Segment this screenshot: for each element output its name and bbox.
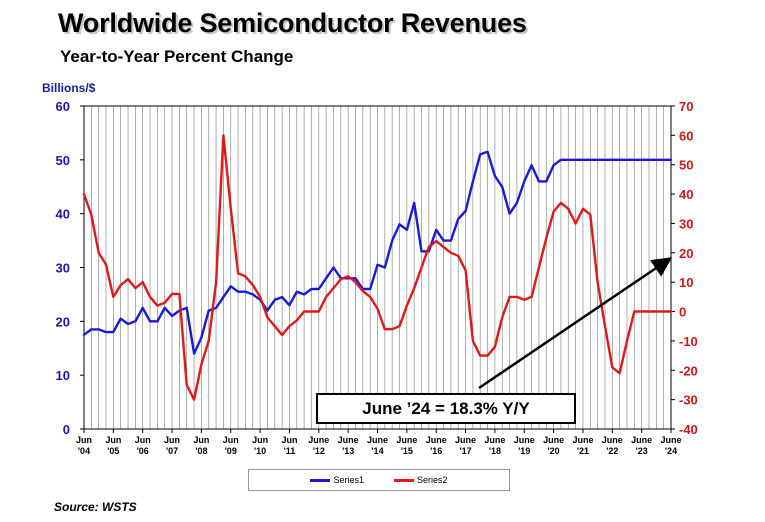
x-tick-label: '08 — [195, 446, 207, 456]
x-tick-label: Jun — [193, 435, 209, 445]
x-tick-label: '10 — [254, 446, 266, 456]
x-tick-label: June — [396, 435, 417, 445]
x-tick-label: June — [484, 435, 505, 445]
x-tick-label: '14 — [371, 446, 383, 456]
y2-tick-label: 70 — [679, 99, 693, 114]
x-tick-label: '11 — [284, 446, 296, 456]
x-tick-label: '05 — [107, 446, 119, 456]
x-tick-label: Jun — [164, 435, 180, 445]
x-tick-label: '06 — [137, 446, 149, 456]
series-line-series2 — [82, 134, 673, 401]
x-tick-label: Jun — [281, 435, 297, 445]
x-tick-label: '19 — [518, 446, 530, 456]
chart-title: Worldwide Semiconductor Revenues — [58, 8, 527, 38]
x-tick-label: '07 — [166, 446, 178, 456]
x-tick-label: '15 — [401, 446, 413, 456]
y-tick-label: 50 — [56, 153, 70, 168]
x-tick-label: Jun — [223, 435, 239, 445]
x-tick-label: '20 — [548, 446, 560, 456]
y-tick-label: 0 — [63, 422, 70, 437]
y-tick-label: 30 — [56, 261, 70, 276]
x-tick-label: June — [455, 435, 476, 445]
x-tick-label: '12 — [313, 446, 325, 456]
x-tick-label: Jun — [105, 435, 121, 445]
y2-tick-label: -30 — [679, 393, 698, 408]
legend-item-series2: Series2 — [394, 475, 448, 485]
x-tick-label: '09 — [225, 446, 237, 456]
annotation-arrow — [478, 257, 673, 390]
y2-tick-label: -20 — [679, 363, 698, 378]
x-tick-label: '24 — [665, 446, 677, 456]
x-tick-label: June — [543, 435, 564, 445]
x-tick-label: June — [426, 435, 447, 445]
legend-item-series1: Series1 — [310, 475, 364, 485]
x-tick-label: June — [514, 435, 535, 445]
y2-tick-label: 0 — [679, 305, 686, 320]
chart-subtitle: Year-to-Year Percent Change — [60, 47, 294, 66]
x-tick-label: '17 — [459, 446, 471, 456]
x-tick-label: June — [631, 435, 652, 445]
x-tick-label: June — [602, 435, 623, 445]
x-tick-label: June — [338, 435, 359, 445]
y2-tick-label: 50 — [679, 158, 693, 173]
legend: Series1 Series2 — [248, 469, 510, 491]
y2-tick-label: 40 — [679, 187, 693, 202]
x-tick-label: June — [660, 435, 681, 445]
y2-tick-label: 20 — [679, 246, 693, 261]
annotation-box: June ’24 = 18.3% Y/Y — [316, 393, 576, 424]
y-tick-label: 20 — [56, 314, 70, 329]
y2-tick-label: 10 — [679, 275, 693, 290]
y-axis-label: Billions/$ — [42, 81, 96, 95]
y2-tick-label: 60 — [679, 128, 693, 143]
x-tick-label: '18 — [489, 446, 501, 456]
x-tick-label: '16 — [430, 446, 442, 456]
legend-swatch — [310, 478, 331, 482]
legend-label: Series1 — [333, 475, 364, 485]
legend-label: Series2 — [417, 475, 448, 485]
x-tick-label: Jun — [76, 435, 92, 445]
x-tick-label: Jun — [135, 435, 151, 445]
y2-tick-label: -10 — [679, 334, 698, 349]
y-tick-label: 10 — [56, 368, 70, 383]
source-note: Source: WSTS — [54, 500, 137, 514]
y-tick-label: 60 — [56, 99, 70, 114]
x-tick-label: '23 — [636, 446, 648, 456]
y-tick-label: 40 — [56, 207, 70, 222]
y2-tick-label: 30 — [679, 216, 693, 231]
x-tick-label: June — [308, 435, 329, 445]
x-tick-label: '22 — [606, 446, 618, 456]
y2-tick-label: -40 — [679, 422, 698, 437]
x-tick-label: '13 — [342, 446, 354, 456]
x-tick-label: June — [367, 435, 388, 445]
x-tick-label: '04 — [78, 446, 90, 456]
x-tick-label: '21 — [577, 446, 589, 456]
x-tick-label: June — [572, 435, 593, 445]
x-tick-label: Jun — [252, 435, 268, 445]
legend-swatch — [394, 478, 414, 482]
